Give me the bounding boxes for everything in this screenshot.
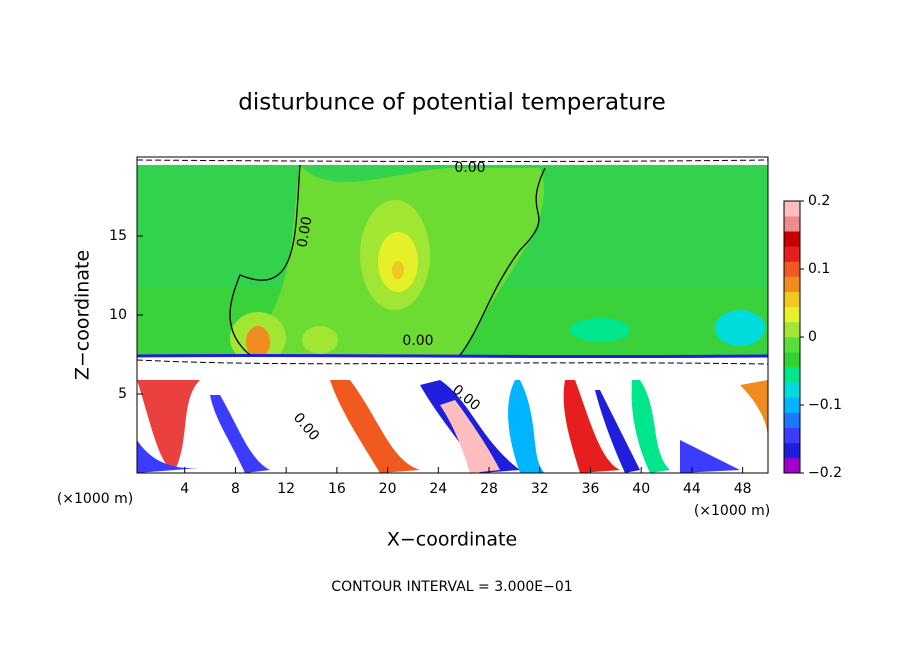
colorbar-swatch bbox=[784, 427, 800, 444]
colorbar-swatch bbox=[784, 321, 800, 338]
field bbox=[137, 157, 768, 473]
colorbar-swatch bbox=[784, 352, 800, 368]
x-axis-label: X−coordinate bbox=[387, 529, 517, 551]
x-tick-label: 28 bbox=[480, 481, 498, 497]
colorbar-swatch bbox=[784, 306, 800, 323]
x-tick-label: 20 bbox=[379, 481, 397, 497]
x-tick-label: 40 bbox=[632, 481, 650, 497]
contour-label: 0.00 bbox=[454, 160, 485, 176]
x-tick-label: 24 bbox=[429, 481, 447, 497]
colorbar-tick-label: 0 bbox=[808, 329, 817, 345]
x-tick-label: 48 bbox=[734, 481, 752, 497]
x-unit: (×1000 m) bbox=[57, 491, 133, 507]
x-unit: (×1000 m) bbox=[694, 503, 770, 519]
y-tick-label: 10 bbox=[109, 307, 127, 323]
x-tick-label: 36 bbox=[582, 481, 600, 497]
x-tick-label: 4 bbox=[180, 481, 189, 497]
y-axis-label: Z−coordinate bbox=[72, 250, 94, 380]
colorbar-swatch bbox=[784, 442, 800, 459]
colorbar-swatch bbox=[784, 261, 800, 277]
x-tick-label: 16 bbox=[328, 481, 346, 497]
colorbar-tick-label: 0.2 bbox=[808, 193, 830, 209]
x-tick-label: 12 bbox=[277, 481, 295, 497]
colorbar-swatch bbox=[784, 412, 800, 428]
x-tick-label: 32 bbox=[531, 481, 549, 497]
colorbar-swatch bbox=[784, 397, 800, 413]
colorbar-swatch bbox=[784, 457, 800, 474]
colorbar-swatch bbox=[784, 276, 800, 292]
contour-label: 0.00 bbox=[294, 215, 315, 248]
colorbar-tick-label: −0.1 bbox=[808, 397, 842, 413]
x-tick-label: 44 bbox=[683, 481, 701, 497]
chart-title: disturbunce of potential temperature bbox=[238, 90, 666, 116]
colorbar-swatch bbox=[784, 231, 800, 247]
colorbar-swatch bbox=[784, 291, 800, 308]
colorbar-tick-label: −0.2 bbox=[808, 465, 842, 481]
colorbar-swatch bbox=[784, 367, 800, 383]
colorbar-swatch bbox=[784, 216, 800, 232]
contour-label: 0.00 bbox=[402, 333, 433, 349]
colorbar-swatch bbox=[784, 201, 800, 217]
colorbar-swatch bbox=[784, 382, 800, 398]
x-tick-label: 8 bbox=[231, 481, 240, 497]
colorbar-swatch bbox=[784, 246, 800, 262]
colorbar-tick-label: 0.1 bbox=[808, 261, 830, 277]
colorbar-swatch bbox=[784, 337, 800, 353]
y-tick-label: 5 bbox=[118, 386, 127, 402]
y-tick-label: 15 bbox=[109, 228, 127, 244]
footer: CONTOUR INTERVAL = 3.000E−01 bbox=[331, 579, 572, 595]
